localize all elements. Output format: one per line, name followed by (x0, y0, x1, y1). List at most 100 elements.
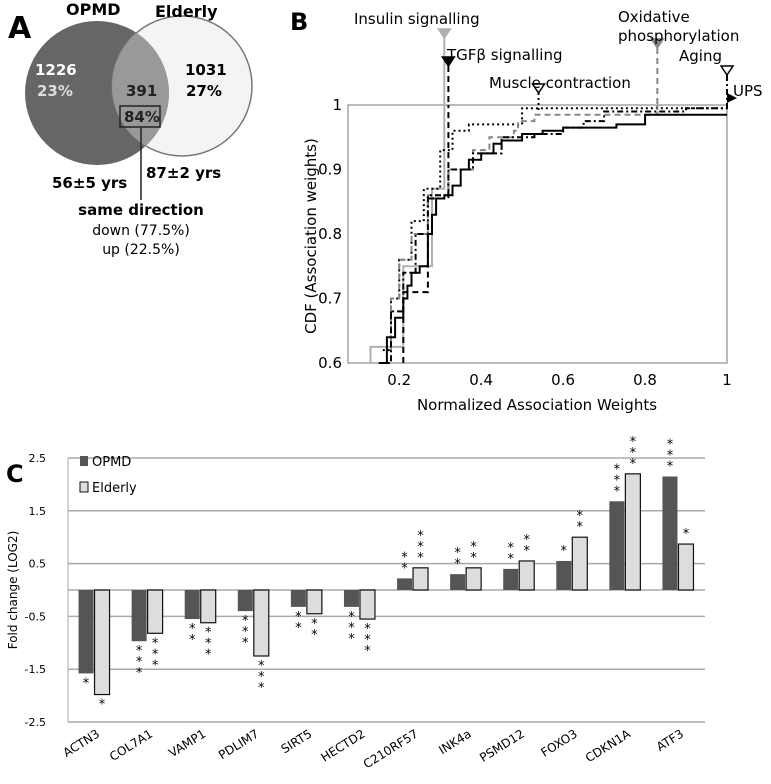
category-label: PSMD12 (477, 727, 527, 765)
pathway-label: UPS (733, 82, 763, 100)
pathway-marker (531, 83, 546, 95)
pathway-label: phosphorylation (618, 27, 739, 45)
bar-opmd (397, 578, 413, 590)
significance-star: * (523, 533, 530, 548)
pathway-label: Muscle contraction (489, 74, 631, 92)
cdf-line-0 (369, 105, 446, 363)
x-tick-label: 0.8 (633, 371, 657, 389)
bar-elderly (624, 473, 641, 591)
significance-star: * (258, 681, 265, 696)
y-tick-label: 0.6 (318, 354, 342, 372)
pathway-label: Insulin signalling (354, 10, 480, 28)
significance-star: * (152, 636, 159, 651)
bar-elderly (93, 589, 111, 696)
bar-opmd (556, 560, 572, 590)
significance-star: * (614, 473, 621, 488)
bar-opmd (184, 590, 200, 620)
category-label: C210RF57 (361, 727, 421, 772)
set1-pct: 23% (37, 82, 73, 100)
significance-star: * (189, 633, 196, 648)
x-tick-label: 0.6 (551, 371, 575, 389)
bar-chart: C Fold change (LOG2) 2.5 1.5 0.5 -0.5 -1.5 -2… (6, 435, 705, 771)
set2-name: Elderly (155, 2, 218, 21)
note-up: up (22.5%) (102, 242, 180, 258)
bar-elderly (571, 536, 588, 591)
significance-star: * (205, 637, 212, 652)
significance-star: * (348, 610, 355, 625)
significance-star: * (348, 632, 355, 647)
significance-star: * (614, 484, 621, 499)
bar-opmd (78, 590, 94, 674)
bar-elderly (306, 589, 323, 615)
significance-star: * (205, 648, 212, 663)
bar-opmd (503, 568, 519, 590)
overlap-pct: 84% (124, 108, 160, 126)
significance-star: * (364, 644, 371, 659)
overlap-count: 391 (126, 82, 157, 100)
note-title: same direction (78, 201, 204, 219)
ups-marker (727, 93, 737, 103)
note-down: down (77.5%) (92, 223, 190, 239)
significance-star: * (507, 541, 514, 556)
significance-star: * (561, 544, 568, 559)
c-ylabel: Fold change (LOG2) (6, 531, 20, 650)
significance-star: * (683, 527, 690, 542)
cdf-chart: B CDF (Association weights) Normalized A… (290, 8, 763, 414)
bar-elderly (147, 589, 164, 634)
y-tick-label: 0.5 (29, 558, 47, 571)
significance-star: * (205, 626, 212, 641)
significance-star: * (470, 540, 477, 555)
category-label: COL7A1 (107, 727, 155, 764)
panel-label-b: B (290, 8, 308, 36)
y-tick-label: 2.5 (29, 452, 47, 465)
significance-star: * (258, 670, 265, 685)
category-label: PDLIM7 (216, 727, 261, 763)
significance-star: * (667, 437, 674, 452)
significance-star: * (311, 617, 318, 632)
bar-opmd (662, 476, 678, 590)
legend-label: OPMD (92, 455, 131, 470)
pathway-marker (719, 65, 735, 77)
panel-label-c: C (6, 460, 24, 488)
y-tick-label: 1 (332, 96, 342, 114)
significance-star: * (614, 462, 621, 477)
significance-star: * (364, 622, 371, 637)
bar-elderly (518, 560, 535, 591)
pathway-label: Oxidative (618, 8, 690, 26)
legend-label: Elderly (92, 481, 137, 496)
significance-star: * (454, 557, 461, 572)
significance-star: * (417, 540, 424, 555)
significance-star: * (242, 625, 249, 640)
set2-count: 1031 (185, 61, 227, 79)
panel-label-a: A (8, 11, 32, 46)
y-tick-label: 0.7 (318, 290, 342, 308)
bar-elderly (253, 589, 270, 657)
significance-star: * (417, 551, 424, 566)
y-tick-label: 0.9 (318, 161, 342, 179)
x-tick-label: 0.2 (387, 371, 411, 389)
significance-star: * (577, 520, 584, 535)
significance-star: * (523, 544, 530, 559)
cdf-line-5 (382, 113, 727, 364)
x-tick-label: 0.4 (469, 371, 493, 389)
venn-overlap (112, 21, 169, 156)
significance-star: * (83, 676, 90, 691)
plot-frame (347, 104, 728, 364)
significance-star: * (630, 435, 637, 450)
significance-star: * (401, 550, 408, 565)
pathway-marker (436, 28, 452, 40)
significance-star: * (136, 666, 143, 681)
category-label: FOXO3 (538, 727, 579, 760)
significance-star: * (311, 628, 318, 643)
y-tick-label: -0.5 (25, 610, 46, 623)
pathway-marker (440, 56, 456, 68)
significance-star: * (136, 655, 143, 670)
category-label: ACTN3 (61, 727, 103, 760)
b-xlabel: Normalized Association Weights (417, 396, 657, 414)
significance-star: * (99, 698, 106, 713)
significance-star: * (242, 636, 249, 651)
significance-star: * (136, 644, 143, 659)
set1-count: 1226 (35, 61, 77, 79)
significance-star: * (667, 459, 674, 474)
